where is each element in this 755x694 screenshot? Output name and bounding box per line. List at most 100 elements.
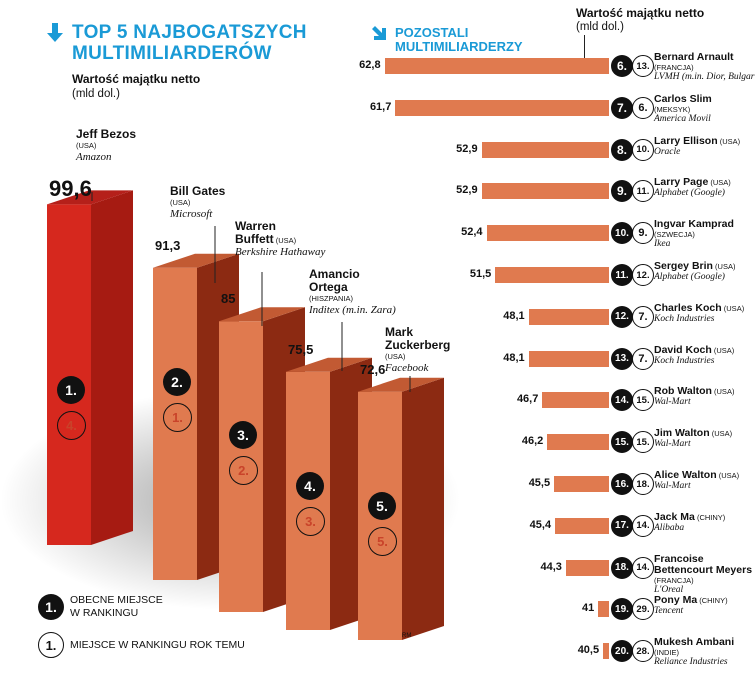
row-rank-1: 6.: [611, 55, 633, 77]
row-name-9: Rob Walton (USA): [654, 385, 735, 398]
person-company-5: Facebook: [385, 362, 429, 374]
rank-now-2: 2.: [163, 367, 191, 396]
row-country-10: (USA): [709, 429, 733, 439]
person-country-5: (USA): [385, 352, 406, 361]
rank-now-5: 5.: [368, 491, 396, 520]
row-name-15: Mukesh Ambani: [654, 636, 735, 649]
row-value-8: 48,1: [503, 351, 525, 364]
rank-prev-3: 2.: [229, 456, 258, 486]
legend-prev-label: MIEJSCE W RANKINGU ROK TEMU: [70, 639, 245, 651]
rank-prev-5: 5.: [368, 526, 397, 556]
person-label-5: Mark Zuckerberg (USA) Facebook: [385, 326, 451, 375]
rank-now-4: 4.: [296, 471, 324, 500]
row-prev-rank-6: 12.: [632, 264, 654, 286]
row-rank-13: 18.: [611, 556, 633, 579]
row-bar-12: [555, 517, 609, 534]
row-company-9: Wal-Mart: [654, 397, 691, 408]
row-bar-13: [565, 559, 609, 576]
row-bar-11: [554, 476, 609, 492]
person-name-4: Ortega: [309, 280, 348, 294]
row-name-11: Alice Walton (USA): [654, 469, 740, 481]
row-prev-rank-14: 29.: [632, 598, 654, 621]
bar-top-5: [358, 377, 444, 392]
row-name-1: Bernard Arnault: [654, 51, 734, 63]
row-country-3: (USA): [717, 136, 741, 146]
person-name-3: Warren: [235, 219, 276, 233]
rank-now-1: 1.: [57, 376, 85, 404]
row-company-7: Koch Industries: [654, 313, 715, 324]
row-rank-10: 15.: [611, 431, 633, 454]
person-name-5: Zuckerberg: [385, 338, 451, 352]
row-value-2: 61,7: [369, 100, 392, 113]
legend-prev-icon: 1.: [38, 632, 64, 658]
person-label-2: Bill Gates (USA) Microsoft: [170, 184, 226, 221]
row-company-1: LVMH (m.in. Dior, Bulgari): [654, 72, 755, 82]
row-company-12: Alibaba: [654, 522, 685, 533]
bar-front-1: [47, 204, 91, 546]
legend-current-num: 1.: [45, 599, 57, 615]
legend-current-line2: W RANKINGU: [70, 607, 139, 619]
person-name-2: Bill Gates: [170, 184, 226, 198]
row-rank-14: 19.: [611, 598, 633, 621]
row-prev-rank-4: 11.: [632, 180, 654, 203]
row-prev-rank-1: 13.: [632, 55, 654, 77]
person-company-4: Inditex (m.in. Zara): [309, 304, 396, 316]
person-label-3: Warren Buffett (USA) Berkshire Hathaway: [235, 219, 325, 259]
bar-side-1: [91, 190, 133, 546]
row-company-8: Koch Industries: [654, 355, 715, 366]
row-info-6: Sergey Brin (USA) Alphabet (Google): [654, 260, 736, 283]
row-country-8: (USA): [711, 345, 735, 355]
row-rank-6: 11.: [611, 264, 633, 286]
row-name-3: Larry Ellison (USA): [654, 134, 741, 147]
person-name-1: Jeff Bezos: [76, 127, 137, 141]
row-info-13: Francoise Bettencourt Meyers (FRANCJA) L'Or…: [654, 553, 753, 595]
row-value-5: 52,4: [461, 226, 483, 239]
row-country-14: (CHINY): [697, 596, 728, 606]
row-info-2: Carlos Slim (MEKSYK) America Movil: [654, 93, 712, 124]
row-rank-7: 12.: [611, 305, 633, 328]
down-arrow-icon: [44, 22, 66, 49]
left-unit-label: Wartość majątku netto: [72, 72, 201, 86]
right-title: POZOSTALI MULTIMILIARDERZY: [395, 26, 523, 54]
row-rank-9: 14.: [611, 389, 633, 412]
right-title-line1: POZOSTALI: [395, 25, 469, 40]
row-name-6: Sergey Brin (USA): [654, 260, 736, 272]
person-name-3: Buffett (USA): [235, 232, 297, 246]
person-company-1: Amazon: [76, 151, 112, 163]
credit: RM: [402, 633, 412, 639]
person-label-4: Amancio Ortega (HISZPANIA) Inditex (m.in. Z…: [309, 268, 396, 317]
row-rank-15: 20.: [611, 640, 633, 663]
row-value-11: 45,5: [528, 477, 551, 489]
row-country-13: (FRANCJA): [654, 575, 694, 585]
row-name-5: Ingvar Kamprad: [654, 218, 734, 231]
legend-current-line1: OBECNE MIEJSCE: [70, 594, 163, 606]
row-company-15: Reliance Industries: [654, 657, 728, 668]
person-country-4: (HISZPANIA): [309, 294, 354, 303]
bar-value-4: 75,5: [288, 341, 314, 357]
row-name-13: Bettencourt Meyers: [654, 563, 753, 576]
row-name-12: Jack Ma (CHINY): [654, 510, 726, 523]
row-company-11: Wal-Mart: [654, 481, 691, 491]
row-bar-6: [495, 267, 609, 283]
left-title: TOP 5 NAJBOGATSZYCH MULTIMILIARDERÓW: [72, 22, 307, 64]
row-bar-8: [528, 350, 609, 367]
row-info-3: Larry Ellison (USA) Oracle: [654, 134, 741, 157]
row-info-9: Rob Walton (USA) Wal-Mart: [654, 385, 735, 408]
person-country-1: (USA): [76, 141, 97, 150]
row-bar-4: [481, 183, 609, 200]
row-value-13: 44,3: [540, 560, 562, 573]
row-info-14: Pony Ma (CHINY) Tencent: [654, 595, 728, 617]
right-unit-pointer: [584, 35, 585, 67]
row-bar-5: [486, 225, 609, 242]
row-rank-5: 10.: [611, 222, 633, 245]
legend-prev-num: 1.: [45, 637, 57, 653]
row-country-9: (USA): [711, 387, 735, 397]
row-prev-rank-10: 15.: [632, 431, 654, 454]
row-rank-4: 9.: [611, 180, 633, 203]
row-bar-2: [395, 99, 609, 116]
row-prev-rank-8: 7.: [632, 347, 654, 370]
right-title-line2: MULTIMILIARDERZY: [395, 39, 523, 54]
row-value-7: 48,1: [503, 309, 525, 322]
bar-value-1: 99,6: [49, 176, 92, 202]
row-prev-rank-3: 10.: [632, 138, 654, 161]
